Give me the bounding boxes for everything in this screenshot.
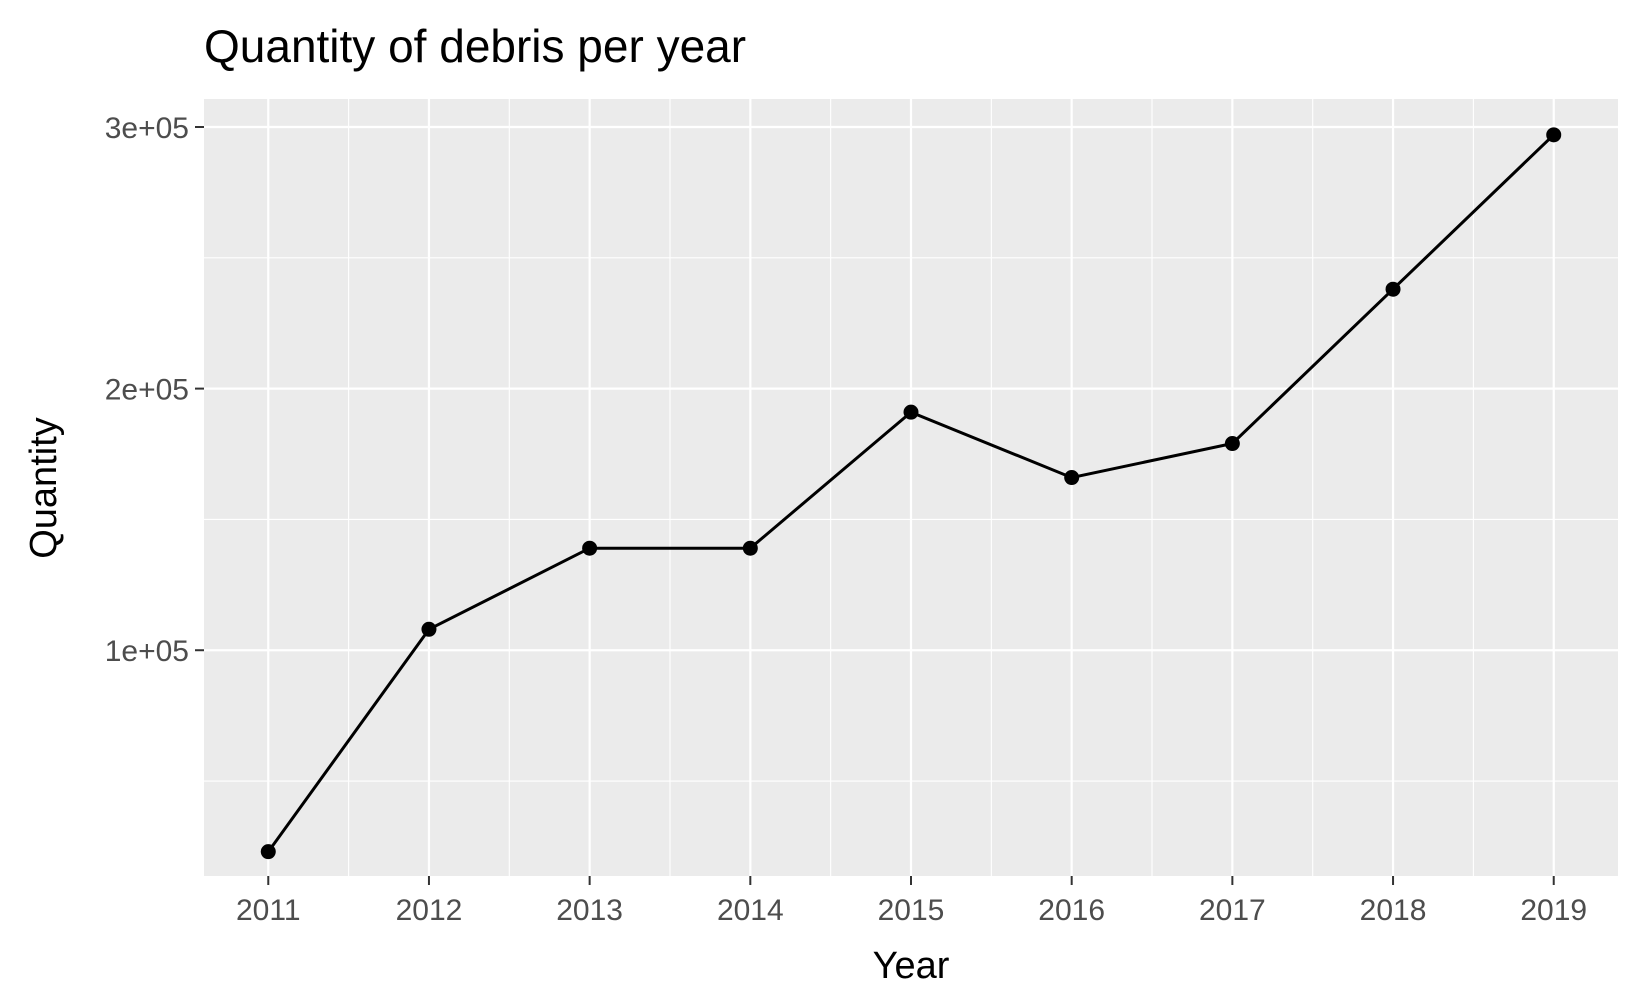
x-axis: 2011 2012 2013 2014 2015 2016 2017 2018 2019 [236,876,1587,927]
x-tick-label: 2014 [717,894,784,927]
major-gridlines [204,99,1618,876]
data-point-2018 [1385,281,1401,297]
y-axis: 1e+05 2e+05 3e+05 [105,112,204,668]
y-tick-label: 2e+05 [105,374,189,407]
y-tick-label: 3e+05 [105,112,189,145]
x-axis-title: Year [873,945,950,987]
data-point-2016 [1064,470,1080,486]
data-point-2017 [1224,436,1240,452]
data-point-2011 [260,844,276,860]
x-tick-label: 2019 [1520,894,1587,927]
chart-title: Quantity of debris per year [204,20,746,72]
y-axis-title: Quantity [23,417,65,559]
x-tick-label: 2016 [1038,894,1105,927]
x-tick-label: 2012 [396,894,463,927]
y-tick-label: 1e+05 [105,635,189,668]
x-tick-label: 2018 [1360,894,1427,927]
data-point-2012 [421,621,437,637]
data-point-2015 [903,404,919,420]
data-point-2013 [582,540,598,556]
x-tick-label: 2015 [878,894,945,927]
data-point-2014 [742,540,758,556]
x-tick-label: 2011 [236,894,301,927]
x-tick-label: 2017 [1199,894,1266,927]
data-point-2019 [1546,127,1562,143]
x-tick-label: 2013 [556,894,623,927]
data-points [260,127,1562,860]
